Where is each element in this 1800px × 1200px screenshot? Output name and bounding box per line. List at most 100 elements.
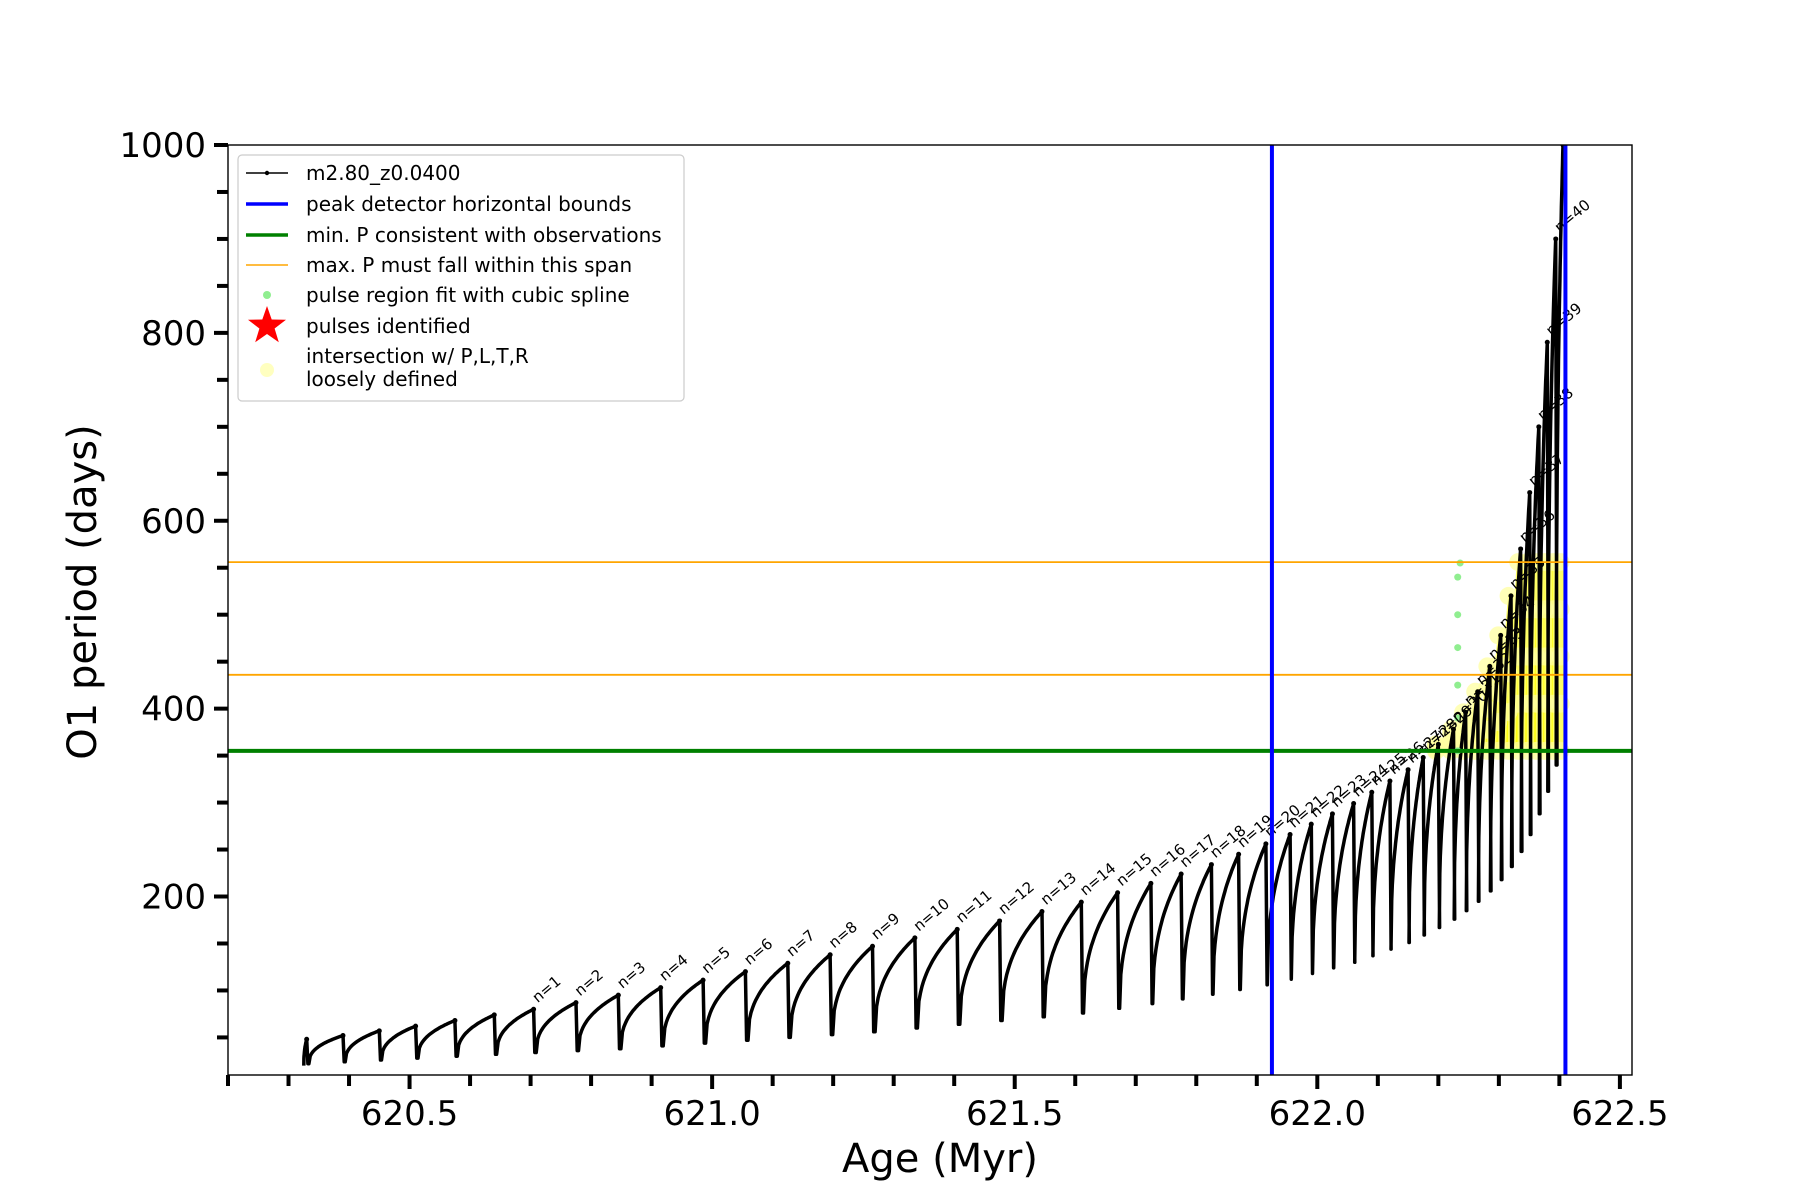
series-peak-point xyxy=(742,969,748,975)
y-axis-label: O1 period (days) xyxy=(60,424,106,759)
series-peak-point xyxy=(1178,871,1184,877)
legend-label-line: pulse region fit with cubic spline xyxy=(306,283,630,307)
series-peak-point xyxy=(573,1000,579,1006)
series-peak-point xyxy=(700,977,706,983)
legend-item: intersection w/ P,L,T,R loosely defined xyxy=(260,344,529,391)
series-peak-point xyxy=(870,943,876,949)
pulse-label: n=2 xyxy=(571,966,607,1000)
legend-label: pulse region fit with cubic spline xyxy=(306,283,630,307)
legend-label-line: peak detector horizontal bounds xyxy=(306,192,632,216)
series-peak-point xyxy=(1039,909,1045,915)
series-line xyxy=(302,145,1565,1066)
series-peak-point xyxy=(1536,424,1542,430)
series-peak-point xyxy=(912,935,918,941)
pulse-label: n=5 xyxy=(698,943,734,977)
series-peak-point xyxy=(491,1012,497,1018)
series-peak-point xyxy=(531,1006,537,1012)
pulse-label: n=14 xyxy=(1076,859,1119,899)
pulse-label: n=4 xyxy=(656,951,692,985)
pulse-label: n=9 xyxy=(868,909,904,943)
pulse-label: n=36 xyxy=(1516,506,1559,546)
reference-lines xyxy=(228,145,1632,1075)
legend-label-line: max. P must fall within this span xyxy=(306,253,632,277)
axes: 200 400 600 800 1000 620.5 621.0 621.5 622.0 622.… xyxy=(60,126,1669,1182)
legend-item: min. P consistent with observations xyxy=(246,223,662,247)
series-peak-point xyxy=(1450,726,1456,732)
spline-point xyxy=(1454,611,1462,619)
legend-label: m2.80_z0.0400 xyxy=(306,161,461,185)
legend-handle-dot xyxy=(263,291,271,299)
y-tick-label: 400 xyxy=(141,690,206,730)
series-peak-point xyxy=(1369,789,1375,795)
series-peak-point xyxy=(1405,767,1411,773)
x-tick-label: 622.5 xyxy=(1571,1094,1668,1134)
series-peak-point xyxy=(1475,689,1481,695)
series-peak-point xyxy=(1498,632,1504,638)
legend-label: intersection w/ P,L,T,R loosely defined xyxy=(306,344,529,391)
pulse-label: n=3 xyxy=(613,958,649,992)
x-tick-label: 621.0 xyxy=(663,1094,760,1134)
x-tick-label: 621.5 xyxy=(966,1094,1063,1134)
pulse-label: n=6 xyxy=(740,935,776,969)
legend-label: max. P must fall within this span xyxy=(306,253,632,277)
spline-point xyxy=(1454,644,1462,652)
series-peak-point xyxy=(1463,709,1469,715)
pulse-labels: n=1 n=2 n=3 n=4 n=5 n=6 n=7 n=8 n=9 n=10 n=11 n=12 n… xyxy=(529,196,1594,1007)
pulse-label: n=11 xyxy=(952,886,995,926)
plot-frame xyxy=(227,144,1633,1076)
x-tick-label: 622.0 xyxy=(1269,1094,1366,1134)
legend-handle-circle xyxy=(260,363,274,377)
legend-item: max. P must fall within this span xyxy=(246,253,632,277)
series-peak-point xyxy=(1487,663,1493,669)
legend-label: min. P consistent with observations xyxy=(306,223,662,247)
series-peak-point xyxy=(827,952,833,958)
pulse-label: n=40 xyxy=(1551,196,1594,236)
legend-label: pulses identified xyxy=(306,314,471,338)
y-tick-label: 200 xyxy=(141,878,206,918)
series-peak-point xyxy=(1148,880,1154,886)
y-tick-label: 600 xyxy=(141,502,206,542)
x-tick-label: 620.5 xyxy=(361,1094,458,1134)
legend-label-line: min. P consistent with observations xyxy=(306,223,662,247)
legend-handle-marker xyxy=(264,170,270,176)
legend-item: peak detector horizontal bounds xyxy=(246,192,632,216)
series-peak-point xyxy=(1208,862,1214,868)
series-peak-point xyxy=(1351,801,1357,807)
intersection-marker xyxy=(1478,699,1497,718)
legend-box xyxy=(237,154,685,402)
series-peak-point xyxy=(1287,832,1293,838)
series-peak-point xyxy=(1553,236,1559,242)
legend-handle-star xyxy=(248,306,286,343)
legend-label-line: m2.80_z0.0400 xyxy=(306,161,461,185)
series-peak-point xyxy=(1078,899,1084,905)
y-tick-label: 800 xyxy=(141,314,206,354)
pulse-label: n=10 xyxy=(910,895,953,935)
series-m2.80_z0.0400 xyxy=(302,145,1566,1066)
spline-point xyxy=(1454,714,1462,722)
y-tick-label: 1000 xyxy=(119,126,206,166)
series-peak-point xyxy=(1329,811,1335,817)
series-peak-point xyxy=(1508,593,1514,599)
pulse-label: n=1 xyxy=(529,972,565,1006)
series-peak-point xyxy=(1435,741,1441,747)
series-peak-point xyxy=(1420,754,1426,760)
series-peak-point xyxy=(658,985,664,991)
legend-item: pulse region fit with cubic spline xyxy=(263,283,630,307)
series-peak-point xyxy=(1387,778,1393,784)
pulse-label: n=13 xyxy=(1037,868,1080,908)
spline-point xyxy=(1456,559,1464,567)
legend-item: m2.80_z0.0400 xyxy=(246,161,461,185)
spline-point xyxy=(1454,681,1462,689)
series-peak-point xyxy=(954,926,960,932)
pulse-label: n=12 xyxy=(995,878,1038,918)
x-axis-label: Age (Myr) xyxy=(842,1136,1038,1182)
series-peak-point xyxy=(413,1023,419,1029)
series-peak-point xyxy=(1518,546,1524,552)
series-peak-point xyxy=(452,1018,458,1024)
series-peak-point xyxy=(615,992,621,998)
series-peak-point xyxy=(1115,890,1121,896)
legend-label: peak detector horizontal bounds xyxy=(306,192,632,216)
series-peak-point xyxy=(340,1033,346,1039)
